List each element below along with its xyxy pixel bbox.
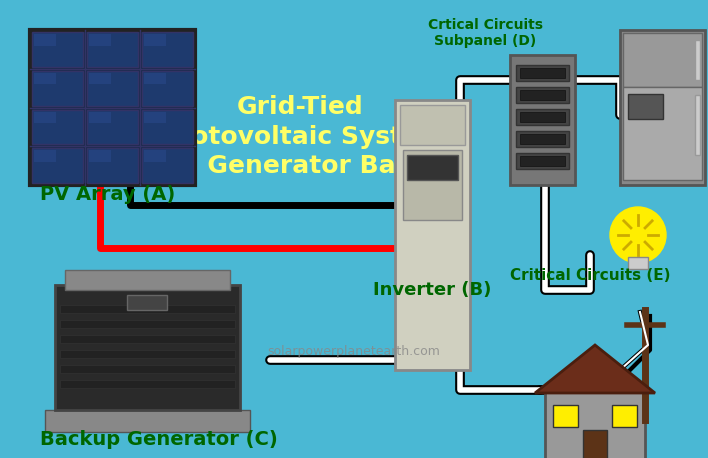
- Polygon shape: [535, 345, 655, 393]
- Bar: [520, 156, 565, 166]
- Bar: [34, 73, 56, 84]
- Bar: [623, 87, 702, 180]
- Bar: [65, 270, 230, 290]
- Bar: [142, 32, 193, 67]
- Bar: [60, 320, 235, 328]
- Bar: [545, 390, 645, 458]
- Bar: [403, 150, 462, 220]
- Bar: [60, 350, 235, 358]
- Bar: [516, 65, 569, 81]
- Bar: [32, 148, 83, 183]
- Bar: [60, 305, 235, 313]
- Bar: [34, 34, 56, 46]
- Text: Crtical Circuits
Subpanel (D): Crtical Circuits Subpanel (D): [428, 18, 542, 48]
- Bar: [144, 111, 166, 123]
- Bar: [520, 134, 565, 144]
- Bar: [55, 285, 240, 410]
- Bar: [89, 150, 111, 162]
- Bar: [34, 150, 56, 162]
- Bar: [144, 150, 166, 162]
- Bar: [628, 94, 663, 119]
- Bar: [407, 155, 458, 180]
- Bar: [520, 112, 565, 122]
- Text: Critical Circuits (E): Critical Circuits (E): [510, 268, 670, 283]
- Text: solarpowerplanetearth.com: solarpowerplanetearth.com: [268, 345, 440, 358]
- Bar: [520, 90, 565, 100]
- Text: Grid-Tied
Photovoltaic System
with Generator Backup: Grid-Tied Photovoltaic System with Gener…: [137, 95, 463, 179]
- Bar: [32, 71, 83, 105]
- Text: Backup Generator (C): Backup Generator (C): [40, 430, 278, 449]
- Bar: [620, 30, 705, 185]
- Bar: [142, 148, 193, 183]
- Bar: [32, 32, 83, 67]
- Bar: [516, 87, 569, 103]
- Bar: [32, 109, 83, 144]
- Bar: [400, 105, 465, 145]
- Bar: [142, 71, 193, 105]
- Bar: [583, 430, 607, 458]
- Bar: [45, 410, 250, 432]
- Bar: [142, 109, 193, 144]
- Bar: [695, 95, 700, 155]
- Bar: [144, 34, 166, 46]
- Bar: [30, 30, 195, 185]
- Bar: [612, 405, 637, 427]
- Bar: [623, 33, 702, 87]
- Bar: [60, 380, 235, 388]
- Bar: [89, 111, 111, 123]
- Bar: [516, 131, 569, 147]
- Bar: [87, 109, 138, 144]
- Text: PV Array (A): PV Array (A): [40, 185, 176, 204]
- Bar: [510, 55, 575, 185]
- Bar: [89, 73, 111, 84]
- Bar: [87, 32, 138, 67]
- Bar: [127, 295, 167, 310]
- Text: Inverter (B): Inverter (B): [373, 281, 491, 299]
- Bar: [87, 71, 138, 105]
- Bar: [553, 405, 578, 427]
- Bar: [520, 68, 565, 78]
- Bar: [516, 153, 569, 169]
- Bar: [695, 40, 700, 80]
- Bar: [89, 34, 111, 46]
- Bar: [144, 73, 166, 84]
- Bar: [628, 257, 648, 269]
- Bar: [60, 365, 235, 373]
- Bar: [34, 111, 56, 123]
- Bar: [87, 148, 138, 183]
- Bar: [395, 100, 470, 370]
- Bar: [60, 335, 235, 343]
- Bar: [516, 109, 569, 125]
- Circle shape: [610, 207, 666, 263]
